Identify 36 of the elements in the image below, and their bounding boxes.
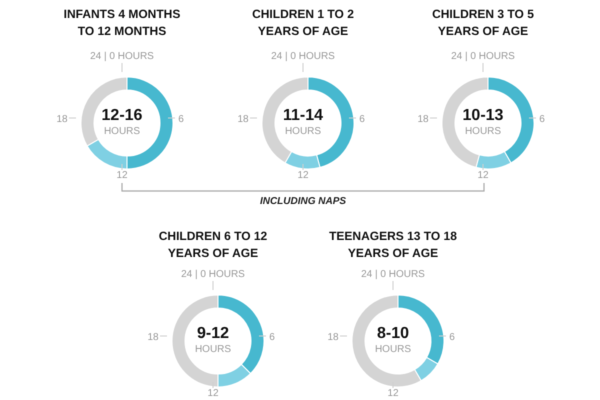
text: 6 [178,114,184,125]
text: 8-10 [376,325,410,342]
chart-title: CHILDREN 6 TO 12 YEARS OF AGE [158,228,268,262]
text: 9-12 [196,325,230,342]
text: 12 [207,388,219,399]
text: 12 [387,388,399,399]
text: 12 [297,170,309,181]
text: 18 [56,114,68,125]
text: 18 [417,114,429,125]
text: 12 [477,170,489,181]
text: 24 | 0 HOURS [361,269,426,280]
text: INCLUDING NAPS [258,196,348,207]
chart-title: CHILDREN 3 TO 5 YEARS OF AGE [431,6,535,40]
text: 24 | 0 HOURS [90,51,154,62]
text: HOURS [464,126,502,137]
text: 6 [359,114,366,125]
text: 10-13 [462,107,504,124]
text: 18 [327,332,339,343]
text: 6 [269,332,276,343]
text: 6 [539,114,546,125]
chart-title: CHILDREN 1 TO 2 YEARS OF AGE [251,6,355,40]
text: 18 [147,332,159,343]
chart-title: INFANTS 4 MONTHS TO 12 MONTHS [62,6,182,40]
text: 24 | 0 HOURS [181,269,246,280]
text: 12 [116,170,128,181]
text: 6 [449,332,456,343]
chart-title: TEENAGERS 13 TO 18 YEARS OF AGE [328,228,458,262]
text: 11-14 [282,107,324,124]
text: 18 [237,114,249,125]
text: HOURS [194,344,232,355]
text: HOURS [374,344,412,355]
text: HOURS [284,126,322,137]
text: 12-16 [102,107,143,124]
text: HOURS [104,126,140,137]
text: 24 | 0 HOURS [451,51,516,62]
text: 24 | 0 HOURS [271,51,336,62]
